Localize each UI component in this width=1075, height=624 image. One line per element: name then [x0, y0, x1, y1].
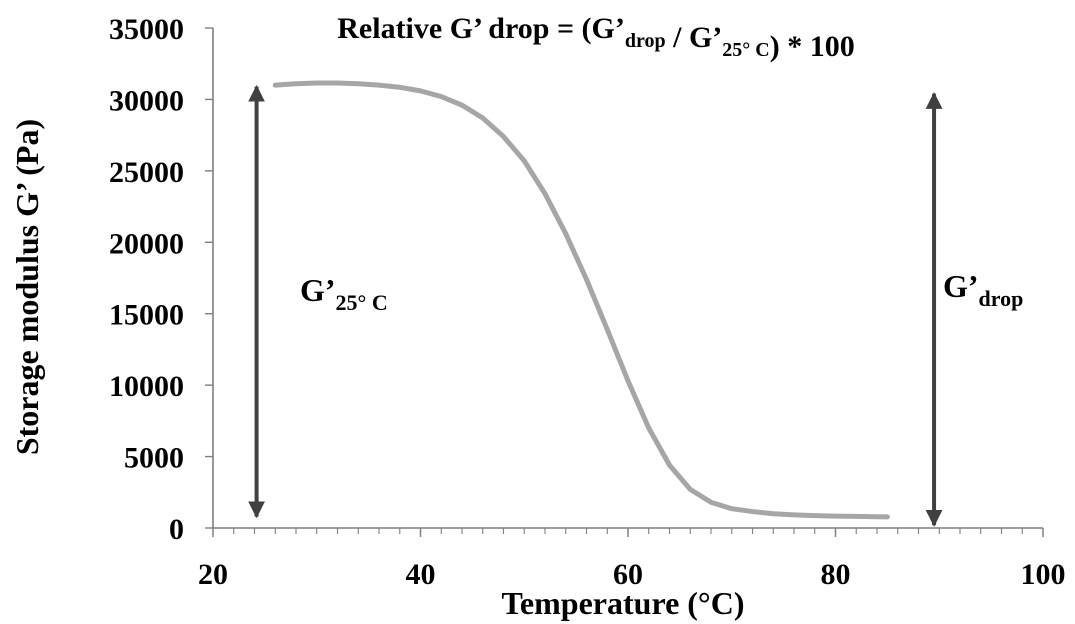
y-tick-label: 25000 [109, 156, 184, 189]
x-tick-label: 100 [1021, 558, 1066, 591]
subscript-text: drop [979, 286, 1024, 311]
y-tick-label: 35000 [109, 13, 184, 46]
main-text: / G’ [666, 21, 723, 54]
series-layer [272, 80, 890, 520]
x-tick-label: 60 [613, 558, 643, 591]
y-tick-label: 5000 [124, 442, 184, 475]
y-tick-label: 10000 [109, 370, 184, 403]
x-tick-label: 40 [406, 558, 436, 591]
annotation-label-gdrop: G’drop [943, 268, 1023, 311]
subscript-text: 25° C [336, 290, 388, 315]
main-text: Relative G’ drop = (G’ [337, 12, 625, 45]
main-text: ) * 100 [770, 30, 855, 63]
x-tick-label: 20 [198, 558, 228, 591]
series-line-1 [272, 80, 890, 520]
chart-title: Relative G’ drop = (G’drop / G’25° C) * … [337, 12, 855, 63]
x-axis: 20 40 60 80 100 [198, 527, 1066, 591]
main-text: G’ [943, 268, 979, 304]
annotation-layer: G’25° C G’drop [248, 84, 1023, 527]
y-tick-label: 20000 [109, 227, 184, 260]
y-axis: 0 5000 10000 15000 20000 25000 30000 35000 [109, 13, 214, 546]
subscript-text: drop [625, 30, 666, 52]
x-axis-title: Temperature (°C) [502, 585, 745, 621]
annotation-label-g25c: G’25° C [300, 272, 388, 315]
x-tick-label: 80 [821, 558, 851, 591]
subscript-text: 25° C [722, 39, 769, 61]
y-tick-label: 0 [169, 513, 184, 546]
main-text: G’ [300, 272, 336, 308]
y-axis-title: Storage modulus G’ (Pa) [9, 119, 45, 455]
y-tick-label: 15000 [109, 299, 184, 332]
y-tick-label: 30000 [109, 84, 184, 117]
